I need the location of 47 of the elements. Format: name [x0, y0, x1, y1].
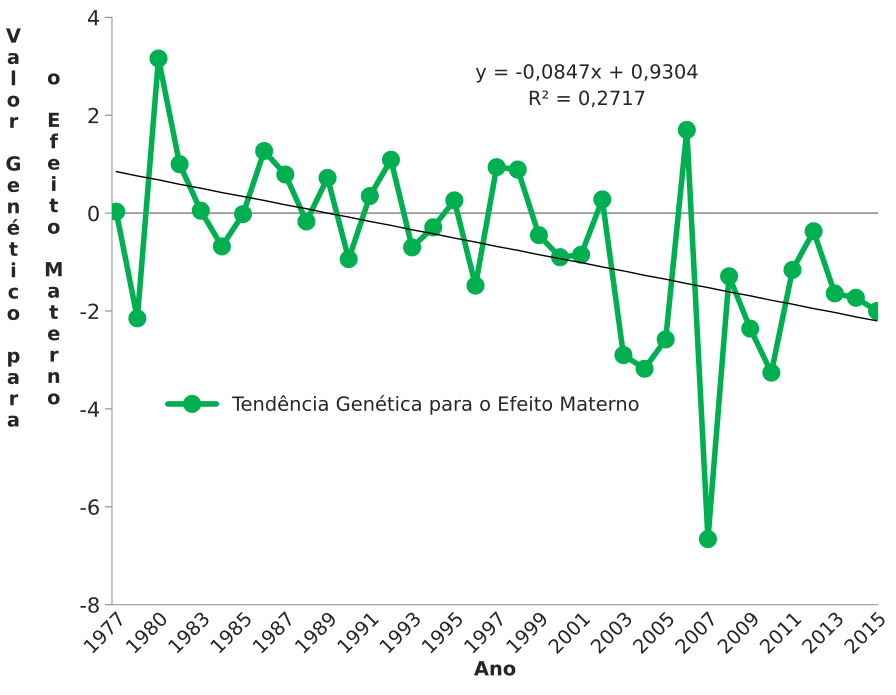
point [530, 226, 548, 244]
point [318, 168, 337, 187]
y-tick-label: 2 [88, 108, 98, 124]
point [804, 222, 823, 240]
y-tick-label: 4 [88, 10, 100, 26]
point [636, 360, 654, 378]
point [212, 237, 231, 256]
point [488, 158, 506, 176]
annotation: y = -0,0847x + 0,9304 [476, 64, 698, 83]
point [276, 165, 294, 184]
y-tick-label: -4 [80, 402, 100, 417]
point [762, 364, 780, 382]
y-tick-label: -2 [80, 303, 98, 319]
point [593, 190, 612, 208]
text: Valor Genético para o Efeito Materno [6, 28, 62, 427]
point [741, 320, 760, 338]
x-axis-title: Ano [474, 661, 516, 676]
point [698, 530, 717, 548]
point [192, 202, 210, 220]
point [720, 267, 738, 286]
point [403, 238, 422, 256]
point [678, 120, 696, 139]
point [614, 346, 632, 364]
point [445, 191, 464, 210]
point [255, 142, 274, 160]
y-tick-label: 0 [88, 206, 99, 222]
annotation: R² = 0,2717 [530, 90, 644, 108]
y-tick-label: -8 [80, 597, 99, 613]
legend-label: Tendência Genética para o Efeito Materno [232, 395, 638, 415]
point [234, 205, 252, 224]
point [424, 218, 442, 236]
point [128, 309, 146, 328]
point [572, 246, 590, 264]
point [340, 250, 358, 268]
y-tick-label: -6 [80, 499, 99, 515]
point [149, 49, 168, 68]
point [360, 186, 379, 206]
point [826, 284, 844, 302]
point [466, 276, 485, 295]
point [170, 155, 189, 174]
point [382, 150, 400, 169]
point [783, 260, 802, 279]
line-series [116, 170, 878, 322]
point [297, 212, 316, 230]
point [656, 330, 675, 348]
point [508, 160, 527, 179]
point [846, 288, 865, 307]
